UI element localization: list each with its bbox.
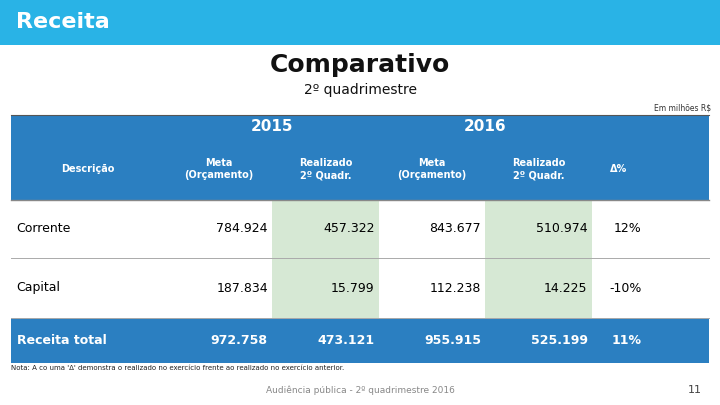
Text: -10%: -10% xyxy=(609,281,642,294)
Text: Δ%: Δ% xyxy=(611,164,627,174)
FancyBboxPatch shape xyxy=(272,200,379,258)
FancyBboxPatch shape xyxy=(272,258,379,318)
Text: 525.199: 525.199 xyxy=(531,334,588,347)
Text: 843.677: 843.677 xyxy=(429,222,481,235)
Text: 11%: 11% xyxy=(611,334,642,347)
Text: Receita: Receita xyxy=(16,13,109,32)
Text: 2016: 2016 xyxy=(464,119,507,134)
Text: Nota: A co uma 'Δ' demonstra o realizado no exercício frente ao realizado no exe: Nota: A co uma 'Δ' demonstra o realizado… xyxy=(11,365,344,371)
Text: Em milhões R$: Em milhões R$ xyxy=(654,104,711,113)
Text: Comparativo: Comparativo xyxy=(270,53,450,77)
FancyBboxPatch shape xyxy=(11,115,709,200)
Text: 510.974: 510.974 xyxy=(536,222,588,235)
FancyBboxPatch shape xyxy=(11,318,709,363)
Text: Realizado
2º Quadr.: Realizado 2º Quadr. xyxy=(512,158,565,180)
Text: 955.915: 955.915 xyxy=(424,334,481,347)
Text: 972.758: 972.758 xyxy=(211,334,268,347)
FancyBboxPatch shape xyxy=(11,200,709,258)
Text: Realizado
2º Quadr.: Realizado 2º Quadr. xyxy=(299,158,352,180)
FancyBboxPatch shape xyxy=(485,200,592,258)
Text: 12%: 12% xyxy=(613,222,642,235)
Text: Descrição: Descrição xyxy=(61,164,115,174)
Text: Receita total: Receita total xyxy=(17,334,107,347)
Text: 112.238: 112.238 xyxy=(430,281,481,294)
Text: Audiência pública - 2º quadrimestre 2016: Audiência pública - 2º quadrimestre 2016 xyxy=(266,385,454,395)
Text: Corrente: Corrente xyxy=(17,222,71,235)
FancyBboxPatch shape xyxy=(0,0,720,45)
FancyBboxPatch shape xyxy=(485,258,592,318)
Text: 14.225: 14.225 xyxy=(544,281,588,294)
Text: 784.924: 784.924 xyxy=(216,222,268,235)
Text: Capital: Capital xyxy=(17,281,60,294)
Text: 187.834: 187.834 xyxy=(216,281,268,294)
Text: 473.121: 473.121 xyxy=(318,334,374,347)
Text: 15.799: 15.799 xyxy=(330,281,374,294)
Text: 2015: 2015 xyxy=(251,119,294,134)
FancyBboxPatch shape xyxy=(11,258,709,318)
Text: 11: 11 xyxy=(688,385,702,395)
Text: Meta
(Orçamento): Meta (Orçamento) xyxy=(184,158,253,180)
Text: 2º quadrimestre: 2º quadrimestre xyxy=(304,83,416,97)
Text: Meta
(Orçamento): Meta (Orçamento) xyxy=(397,158,467,180)
Text: 457.322: 457.322 xyxy=(323,222,374,235)
